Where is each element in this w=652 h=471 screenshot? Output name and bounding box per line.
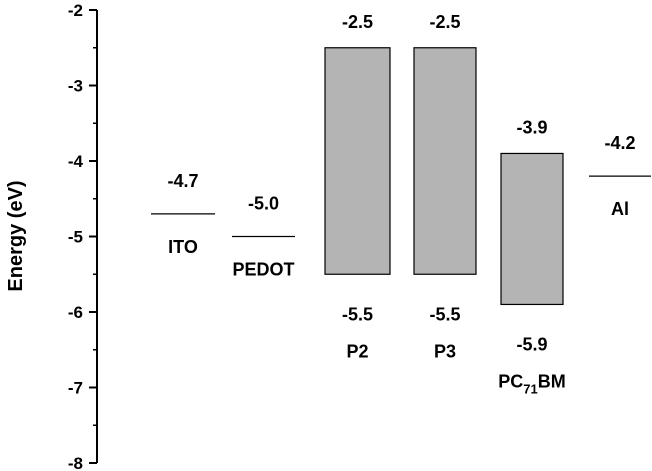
y-tick-label: -8 (68, 454, 83, 471)
band-name-pc71bm-sub: 71 (523, 381, 537, 396)
band-name-p3: P3 (434, 341, 456, 361)
y-tick-label: -2 (68, 1, 83, 20)
y-tick-label: -5 (68, 228, 83, 247)
level-name-ito: ITO (168, 237, 198, 257)
band-name-pc71bm: PC71BM (498, 371, 565, 396)
band-rect-pc71bm (500, 152, 564, 306)
y-tick-label: -4 (68, 152, 84, 171)
band-bottom-value-pc71bm: -5.9 (516, 334, 547, 354)
level-value-ito: -4.7 (167, 171, 198, 191)
band-top-value-p3: -2.5 (429, 12, 460, 32)
level-value-pedot: -5.0 (248, 194, 279, 214)
band-name-pc71bm-main: PC (498, 371, 523, 391)
band-bottom-value-p3: -5.5 (429, 304, 460, 324)
y-axis-title: Energy (eV) (5, 180, 27, 291)
level-name-pedot: PEDOT (232, 260, 294, 280)
band-name-pc71bm-tail: BM (538, 371, 566, 391)
band-bottom-value-p2: -5.5 (342, 304, 373, 324)
level-value-al: -4.2 (604, 133, 635, 153)
y-tick-labels: -2 -3 -4 -5 -6 -7 -8 (68, 1, 84, 471)
level-name-al: Al (611, 199, 629, 219)
band-top-value-pc71bm: -3.9 (516, 117, 547, 137)
band-top-value-p2: -2.5 (342, 12, 373, 32)
band-rect-p2 (324, 47, 391, 275)
band-rect-p3 (413, 47, 477, 275)
y-tick-label: -3 (68, 77, 83, 96)
y-tick-label: -7 (68, 379, 83, 398)
y-axis (89, 9, 98, 464)
band-name-p2: P2 (346, 341, 368, 361)
y-tick-label: -6 (68, 303, 83, 322)
